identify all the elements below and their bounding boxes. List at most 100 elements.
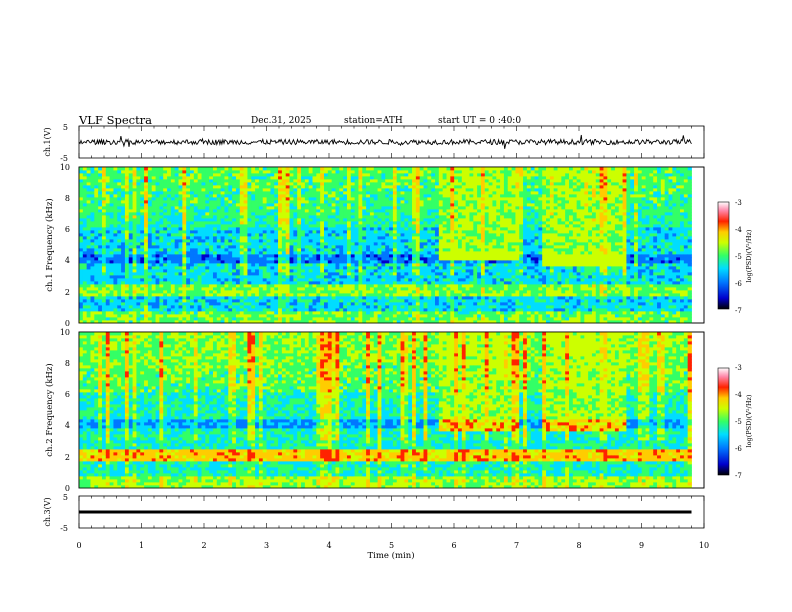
spectrogram-cell <box>285 170 290 174</box>
spectrogram-cell <box>369 284 375 288</box>
spectrogram-cell <box>182 308 187 312</box>
spectrogram-cell <box>324 278 329 282</box>
spectrogram-cell <box>101 299 107 303</box>
spectrogram-cell <box>212 173 218 177</box>
spectrogram-cell <box>205 290 210 294</box>
spectrogram-cell <box>147 263 153 267</box>
spectrogram-cell <box>389 314 394 318</box>
spectrogram-cell <box>113 176 118 180</box>
spectrogram-cell <box>385 227 390 231</box>
spectrogram-cell <box>339 212 344 216</box>
spectrogram-cell <box>144 293 149 297</box>
spectrogram-cell <box>331 197 336 201</box>
spectrogram-cell <box>159 272 164 276</box>
spectrogram-cell <box>216 260 222 264</box>
spectrogram-cell <box>366 293 371 297</box>
spectrogram-cell <box>350 248 356 252</box>
spectrogram-cell <box>124 284 130 288</box>
spectrogram-cell <box>136 218 141 222</box>
spectrogram-cell <box>320 200 325 204</box>
spectrogram-cell <box>289 275 294 279</box>
spectrogram-cell <box>182 206 187 210</box>
spectrogram-cell <box>427 212 432 216</box>
spectrogram-cell <box>427 236 432 240</box>
spectrogram-cell <box>113 245 118 249</box>
spectrogram-cell <box>113 320 118 324</box>
spectrogram-cell <box>346 281 352 285</box>
spectrogram-cell <box>362 260 367 264</box>
spectrogram-cell <box>350 311 356 315</box>
spectrogram-cell <box>182 197 187 201</box>
spectrogram-cell <box>235 239 241 243</box>
spectrogram-cell <box>431 302 436 306</box>
spectrogram-cell <box>86 248 91 252</box>
spectrogram-cell <box>343 230 348 234</box>
spectrogram-cell <box>358 224 363 228</box>
spectrogram-cell <box>228 170 233 174</box>
spectrogram-cell <box>266 179 271 183</box>
spectrogram-cell <box>232 227 237 231</box>
spectrogram-cell <box>427 176 432 180</box>
spectrogram-cell <box>117 308 122 312</box>
spectrogram-cell <box>412 272 417 276</box>
spectrogram-cell <box>124 176 130 180</box>
spectrogram-cell <box>82 173 88 177</box>
spectrogram-cell <box>270 176 275 180</box>
spectrogram-cell <box>274 272 279 276</box>
spectrogram-cell <box>147 308 153 312</box>
spectrogram-cell <box>274 194 279 198</box>
spectrogram-cell <box>228 239 233 243</box>
spectrogram-cell <box>151 248 156 252</box>
spectrogram-cell <box>247 212 252 216</box>
spectrogram-cell <box>144 173 149 177</box>
spectrogram-cell <box>124 239 130 243</box>
spectrogram-cell <box>90 182 95 186</box>
spectrogram-cell <box>362 197 367 201</box>
spectrogram-cell <box>178 209 183 213</box>
spectrogram-cell <box>121 197 126 201</box>
spectrogram-cell <box>373 245 378 249</box>
spectrogram-cell <box>266 233 271 237</box>
spectrogram-cell <box>266 224 271 228</box>
spectrogram-cell <box>389 260 394 264</box>
spectrogram-cell <box>132 305 137 309</box>
spectrogram-cell <box>293 194 298 198</box>
spectrogram-cell <box>339 293 344 297</box>
spectrogram-cell <box>167 299 172 303</box>
spectrogram-cell <box>343 314 348 318</box>
spectrogram-cell <box>412 170 417 174</box>
spectrogram-cell <box>239 212 245 216</box>
spectrogram-cell <box>147 224 153 228</box>
spectrogram-cell <box>381 179 386 183</box>
spectrogram-cell <box>98 224 103 228</box>
spectrogram-cell <box>339 311 344 315</box>
spectrogram-cell <box>159 185 164 189</box>
spectrogram-cell <box>113 221 118 225</box>
spectrogram-cell <box>373 314 378 318</box>
spectrogram-cell <box>121 266 126 270</box>
spectrogram-cell <box>79 239 84 243</box>
spectrogram-cell <box>167 251 172 255</box>
spectrogram-cell <box>274 236 279 240</box>
spectrogram-cell <box>354 281 359 285</box>
spectrogram-cell <box>117 233 122 237</box>
spectrogram-cell <box>358 305 363 309</box>
spectrogram-cell <box>190 188 195 192</box>
spectrogram-cell <box>228 290 233 294</box>
spectrogram-cell <box>201 203 206 207</box>
spectrogram-cell <box>400 275 405 279</box>
spectrogram-cell <box>98 314 103 318</box>
spectrogram-cell <box>297 293 302 297</box>
spectrogram-cell <box>385 230 390 234</box>
spectrogram-cell <box>193 173 199 177</box>
spectrogram-cell <box>186 266 191 270</box>
spectrogram-cell <box>381 284 386 288</box>
spectrogram-cell <box>205 194 210 198</box>
spectrogram-cell <box>316 242 321 246</box>
spectrogram-cell <box>266 200 271 204</box>
spectrogram-cell <box>247 275 252 279</box>
spectrogram-cell <box>151 293 156 297</box>
spectrogram-cell <box>304 281 310 285</box>
spectrogram-cell <box>193 263 199 267</box>
spectrogram-cell <box>82 269 88 273</box>
